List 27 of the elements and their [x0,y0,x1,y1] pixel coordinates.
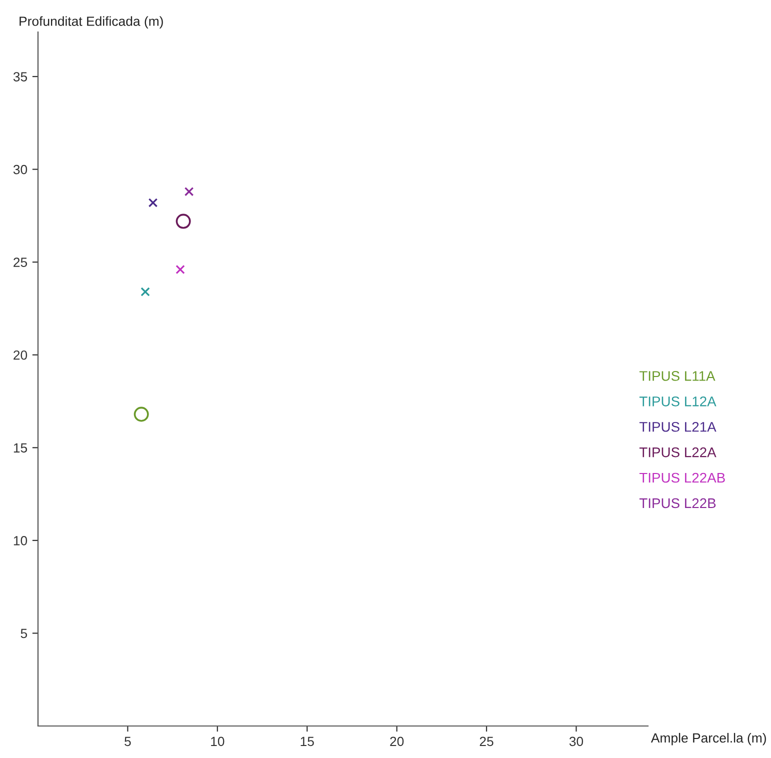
y-tick-label: 15 [14,443,28,453]
text: TIPUS L21A [639,422,716,432]
point [184,186,194,196]
y-axis-title: Profunditat Edificada (m) [20,16,163,29]
y-tick-label: 10 [14,536,28,546]
text: TIPUS L11A [639,371,716,381]
x-tick-label: 15 [300,736,314,746]
text: TIPUS L22A [639,447,716,458]
y-tick-label: 5 [20,628,28,638]
x-tick-label: 25 [480,736,494,746]
y-tick-label: 25 [14,258,28,268]
x-axis-title: Ample Parcel.la (m) [650,732,766,746]
y-tick-label: 20 [14,350,28,360]
y-tick-label: 30 [13,164,28,174]
text: TIPUS L12A [639,396,716,406]
text: TIPUS L22AB [639,472,725,483]
point [176,214,191,229]
point [148,198,158,208]
point [176,264,185,274]
y-tick-label: 35 [13,72,28,82]
point [140,287,150,296]
text: TIPUS L22B [639,498,716,508]
x-tick-label: 30 [569,736,584,746]
point [134,406,149,422]
x-tick-label: 5 [124,736,131,746]
x-tick-label: 20 [390,736,404,746]
x-tick-label: 10 [211,736,224,746]
